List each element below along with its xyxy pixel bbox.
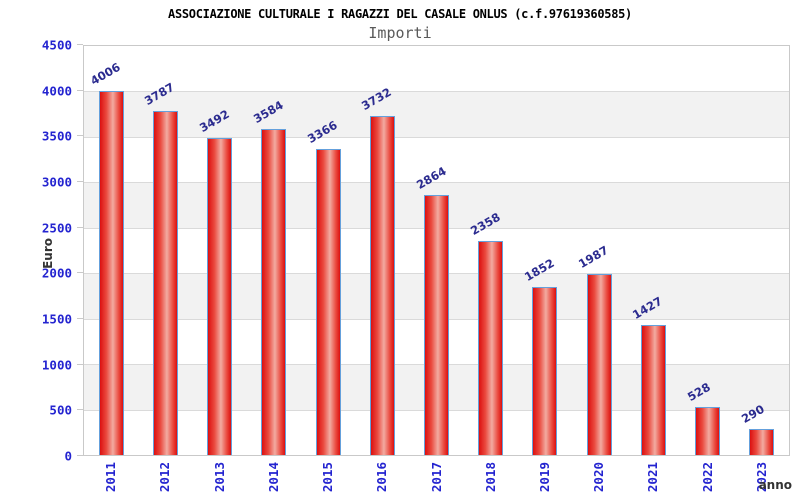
bar	[261, 129, 287, 455]
bar	[152, 110, 178, 455]
plot-band	[84, 136, 789, 182]
y-tick-mark	[77, 226, 83, 228]
y-tick-label: 3500	[41, 128, 72, 144]
bar	[98, 90, 124, 455]
x-axis-title: anno	[758, 478, 792, 492]
y-tick-mark	[77, 455, 83, 456]
y-tick-label: 2000	[41, 265, 72, 281]
y-tick-label: 0	[64, 448, 72, 464]
y-tick-label: 2500	[41, 220, 72, 236]
y-tick-label: 1500	[41, 311, 72, 327]
x-tick-label: 2020	[591, 462, 607, 493]
y-tick-mark	[77, 409, 83, 411]
bar	[586, 274, 612, 455]
bar	[749, 428, 775, 455]
x-tick-label: 2017	[428, 462, 444, 493]
x-tick-label: 2019	[536, 462, 552, 493]
x-axis-tick-labels: 2011 2012 2013 2014 2015 2016 2017 2018 2019 2020…	[83, 459, 790, 499]
x-tick-label: 2022	[699, 462, 715, 493]
bar	[424, 194, 449, 455]
y-tick-mark	[77, 272, 83, 274]
bar	[207, 137, 233, 455]
x-tick-label: 2018	[482, 462, 498, 493]
chart-subtitle: Importi	[368, 24, 432, 42]
x-tick-label: 2021	[645, 462, 661, 493]
y-tick-label: 1000	[41, 357, 72, 373]
y-tick-mark	[77, 135, 83, 137]
x-tick-label: 2012	[157, 462, 173, 493]
y-tick-label: 3000	[41, 174, 72, 190]
y-axis-tick-labels: 4500 4000 3500 3000 2500 2000 1500 1000 500 0	[0, 38, 72, 464]
y-tick-mark	[77, 180, 83, 182]
chart-title: ASSOCIAZIONE CULTURALE I RAGAZZI DEL CAS…	[168, 7, 632, 21]
y-tick-mark	[77, 44, 83, 45]
bar	[315, 149, 341, 455]
bar	[369, 115, 395, 455]
bar	[532, 286, 558, 455]
y-tick-mark	[77, 363, 83, 365]
plot-band	[84, 91, 789, 137]
x-tick-label: 2013	[211, 462, 227, 493]
bar	[695, 407, 721, 455]
y-tick-mark	[77, 317, 83, 319]
y-tick-label: 500	[49, 402, 72, 418]
y-tick-label: 4500	[41, 37, 72, 53]
bar	[640, 325, 666, 455]
x-tick-label: 2011	[103, 462, 119, 493]
y-tick-label: 4000	[41, 83, 72, 99]
x-tick-label: 2016	[374, 462, 390, 493]
x-tick-label: 2014	[265, 462, 281, 493]
bar	[478, 240, 504, 455]
plot-area: 4006 3787 3492 3584 3366 3732 2864 2358 1852 1987…	[83, 45, 790, 456]
y-axis-tick-marks	[77, 44, 83, 456]
x-tick-label: 2015	[320, 462, 336, 493]
plot-band	[84, 46, 789, 91]
y-tick-mark	[77, 89, 83, 91]
